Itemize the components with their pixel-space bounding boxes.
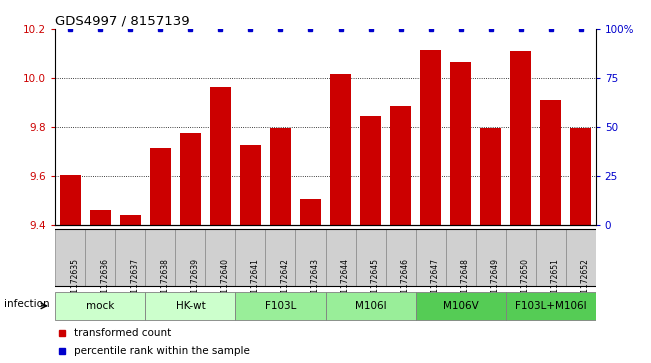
Bar bbox=[236, 229, 266, 286]
Bar bbox=[60, 175, 81, 225]
Text: GSM1172643: GSM1172643 bbox=[311, 258, 320, 309]
Text: mock: mock bbox=[86, 301, 115, 311]
Text: infection: infection bbox=[5, 299, 50, 309]
Text: percentile rank within the sample: percentile rank within the sample bbox=[74, 346, 250, 356]
Text: GSM1172635: GSM1172635 bbox=[70, 258, 79, 309]
Bar bbox=[180, 133, 201, 225]
Bar bbox=[506, 229, 536, 286]
Bar bbox=[390, 106, 411, 225]
Bar bbox=[536, 229, 566, 286]
Text: GSM1172645: GSM1172645 bbox=[370, 258, 380, 309]
Bar bbox=[360, 116, 381, 225]
Bar bbox=[300, 199, 321, 225]
Text: GSM1172638: GSM1172638 bbox=[160, 258, 169, 309]
Bar bbox=[510, 51, 531, 225]
Bar bbox=[355, 229, 385, 286]
Bar bbox=[210, 87, 231, 225]
Bar bbox=[175, 229, 206, 286]
Text: GSM1172636: GSM1172636 bbox=[100, 258, 109, 309]
Text: F103L+M106I: F103L+M106I bbox=[515, 301, 587, 311]
Text: GSM1172648: GSM1172648 bbox=[461, 258, 469, 309]
Bar bbox=[445, 229, 476, 286]
Bar bbox=[206, 229, 236, 286]
Text: GSM1172652: GSM1172652 bbox=[581, 258, 590, 309]
Bar bbox=[85, 229, 115, 286]
Bar bbox=[506, 292, 596, 320]
Text: GSM1172637: GSM1172637 bbox=[130, 258, 139, 309]
Bar bbox=[270, 128, 291, 225]
Bar bbox=[296, 229, 326, 286]
Bar bbox=[570, 128, 591, 225]
Bar bbox=[566, 229, 596, 286]
Bar bbox=[240, 146, 261, 225]
Bar bbox=[450, 62, 471, 225]
Text: M106I: M106I bbox=[355, 301, 386, 311]
Text: GSM1172642: GSM1172642 bbox=[281, 258, 290, 309]
Text: HK-wt: HK-wt bbox=[176, 301, 205, 311]
Bar bbox=[236, 292, 326, 320]
Bar bbox=[415, 229, 445, 286]
Text: GDS4997 / 8157139: GDS4997 / 8157139 bbox=[55, 15, 190, 28]
Bar bbox=[55, 292, 145, 320]
Text: M106V: M106V bbox=[443, 301, 478, 311]
Text: GSM1172650: GSM1172650 bbox=[521, 258, 530, 309]
Text: F103L: F103L bbox=[265, 301, 296, 311]
Text: GSM1172649: GSM1172649 bbox=[491, 258, 499, 309]
Bar bbox=[145, 292, 236, 320]
Text: GSM1172639: GSM1172639 bbox=[191, 258, 199, 309]
Bar bbox=[326, 292, 415, 320]
Bar bbox=[480, 128, 501, 225]
Text: GSM1172646: GSM1172646 bbox=[400, 258, 409, 309]
Bar bbox=[420, 50, 441, 225]
Bar bbox=[90, 210, 111, 225]
Bar bbox=[145, 229, 175, 286]
Text: GSM1172640: GSM1172640 bbox=[221, 258, 229, 309]
Bar bbox=[55, 229, 85, 286]
Text: GSM1172644: GSM1172644 bbox=[340, 258, 350, 309]
Bar bbox=[120, 215, 141, 225]
Text: GSM1172641: GSM1172641 bbox=[251, 258, 260, 309]
Bar bbox=[330, 74, 351, 225]
Text: GSM1172651: GSM1172651 bbox=[551, 258, 560, 309]
Bar bbox=[115, 229, 145, 286]
Bar bbox=[540, 100, 561, 225]
Text: transformed count: transformed count bbox=[74, 328, 171, 338]
Bar bbox=[326, 229, 355, 286]
Bar bbox=[385, 229, 415, 286]
Bar bbox=[415, 292, 506, 320]
Text: GSM1172647: GSM1172647 bbox=[430, 258, 439, 309]
Bar bbox=[266, 229, 296, 286]
Bar bbox=[150, 148, 171, 225]
Bar bbox=[476, 229, 506, 286]
